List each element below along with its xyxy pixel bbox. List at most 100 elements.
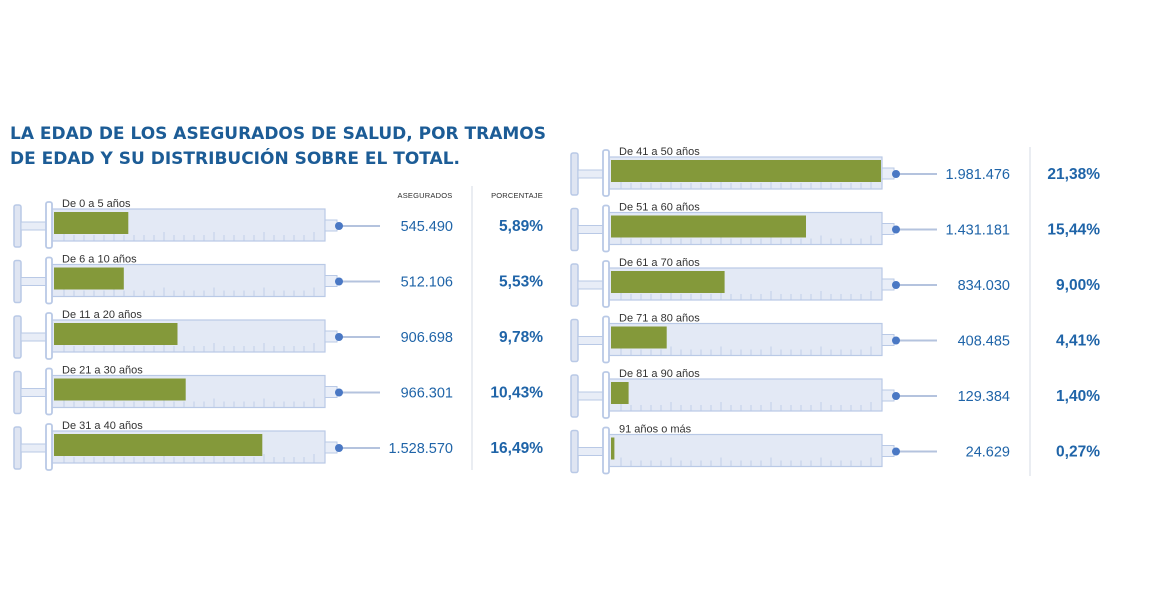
category-label: De 41 a 50 años [619, 146, 700, 158]
value-fill-bar [54, 434, 263, 456]
needle-hub [892, 225, 900, 234]
syringe-plunger-rod [577, 280, 607, 290]
syringe-flange [602, 204, 610, 253]
needle-hub [335, 277, 343, 286]
value-label: 24.629 [966, 445, 1010, 461]
value-fill-bar [611, 160, 881, 182]
syringe-row: De 61 a 70 años 834.030 9,00% [570, 257, 1100, 308]
percent-label: 21,38% [1047, 166, 1100, 183]
category-label: De 51 a 60 años [619, 202, 700, 214]
syringe-flange [602, 426, 610, 475]
syringe-flange [45, 423, 53, 471]
syringe-plunger-rod [577, 225, 607, 234]
percent-label: 5,89% [499, 218, 543, 235]
syringe-plunger-rod [577, 336, 607, 345]
percent-label: 15,44% [1047, 222, 1100, 239]
category-label: De 61 a 70 años [619, 257, 700, 269]
chart-title-line-1: LA EDAD DE LOS ASEGURADOS DE SALUD, POR … [10, 124, 546, 144]
syringe-row: De 11 a 20 años 906.698 9,78% [13, 309, 543, 360]
value-label: 129.384 [958, 389, 1010, 405]
value-fill-bar [611, 215, 806, 238]
syringe-row: De 51 a 60 años 1.431.181 15,44% [570, 202, 1100, 253]
needle-hub [892, 336, 900, 345]
percent-label: 1,40% [1056, 388, 1100, 405]
category-label: De 81 a 90 años [619, 368, 700, 380]
needle-hub [335, 388, 343, 397]
syringe-row: De 71 a 80 años 408.485 4,41% [570, 313, 1100, 364]
needle-hub [892, 392, 900, 400]
value-fill-bar [54, 378, 186, 401]
value-fill-bar [54, 323, 178, 345]
syringe-plunger-rod [20, 277, 50, 286]
percent-label: 10,43% [490, 385, 543, 402]
category-label: De 11 a 20 años [62, 309, 142, 321]
syringe-flange [602, 260, 610, 308]
percent-label: 16,49% [490, 440, 543, 457]
syringe-flange [45, 201, 53, 249]
needle-hub [335, 222, 343, 230]
syringe-flange [602, 149, 610, 197]
syringe-plunger-rod [20, 388, 50, 397]
header-asegurados: ASEGURADOS [398, 191, 453, 200]
needle-hub [892, 447, 900, 456]
syringe-row: De 0 a 5 años 545.490 5,89% [13, 198, 543, 249]
value-label: 512.106 [401, 275, 453, 291]
syringe-plunger-thumb [570, 263, 579, 307]
value-fill-bar [611, 326, 667, 349]
value-label: 1.528.570 [388, 441, 453, 457]
syringe-plunger-rod [577, 391, 607, 401]
syringe-plunger-thumb [13, 259, 22, 304]
value-label: 408.485 [958, 334, 1010, 350]
syringe-plunger-rod [20, 332, 50, 342]
value-fill-bar [54, 267, 124, 290]
syringe-row: 91 años o más 24.629 0,27% [570, 424, 1100, 475]
category-label: De 31 a 40 años [62, 420, 143, 432]
needle-hub [892, 170, 900, 178]
value-label: 545.490 [401, 219, 453, 235]
percent-label: 9,00% [1056, 277, 1100, 294]
syringe-plunger-thumb [13, 426, 22, 470]
percent-label: 5,53% [499, 274, 543, 291]
syringe-row: De 81 a 90 años 129.384 1,40% [570, 368, 1100, 419]
percent-label: 9,78% [499, 329, 543, 346]
syringe-plunger-thumb [13, 204, 22, 248]
syringe-row: De 6 a 10 años 512.106 5,53% [13, 254, 543, 305]
value-fill-bar [611, 271, 725, 293]
syringe-flange [602, 315, 610, 364]
percent-label: 0,27% [1056, 444, 1100, 461]
syringe-flange [45, 312, 53, 360]
syringe-row: De 41 a 50 años 1.981.476 21,38% [570, 146, 1100, 197]
syringe-barrel [604, 378, 883, 412]
syringe-plunger-thumb [570, 207, 579, 252]
syringe-row: De 31 a 40 años 1.528.570 16,49% [13, 420, 543, 471]
syringe-flange [602, 371, 610, 419]
category-label: De 6 a 10 años [62, 254, 137, 266]
syringe-plunger-rod [20, 443, 50, 453]
value-fill-bar [611, 437, 615, 460]
value-label: 1.981.476 [945, 167, 1010, 183]
percent-label: 4,41% [1056, 333, 1100, 350]
syringe-plunger-thumb [570, 318, 579, 363]
syringe-row: De 21 a 30 años 966.301 10,43% [13, 365, 543, 416]
category-label: De 71 a 80 años [619, 313, 700, 325]
chart-title-line-2: DE EDAD Y SU DISTRIBUCIÓN SOBRE EL TOTAL… [10, 147, 460, 169]
value-fill-bar [611, 382, 629, 404]
syringe-rows: De 0 a 5 años 545.490 5,89% De 6 a 10 años 5… [13, 146, 1100, 476]
value-label: 906.698 [401, 330, 453, 346]
syringe-plunger-rod [577, 169, 607, 179]
value-fill-bar [54, 212, 129, 234]
needle-hub [335, 333, 343, 341]
value-label: 966.301 [401, 386, 453, 402]
syringe-plunger-thumb [570, 429, 579, 474]
syringe-flange [45, 256, 53, 305]
category-label: De 21 a 30 años [62, 365, 143, 377]
value-label: 834.030 [958, 278, 1010, 294]
syringe-plunger-thumb [13, 370, 22, 415]
syringe-plunger-rod [577, 447, 607, 456]
syringe-barrel [604, 433, 883, 468]
syringe-flange [45, 367, 53, 416]
needle-hub [335, 444, 343, 452]
needle-hub [892, 281, 900, 289]
header-porcentaje: PORCENTAJE [491, 191, 543, 200]
